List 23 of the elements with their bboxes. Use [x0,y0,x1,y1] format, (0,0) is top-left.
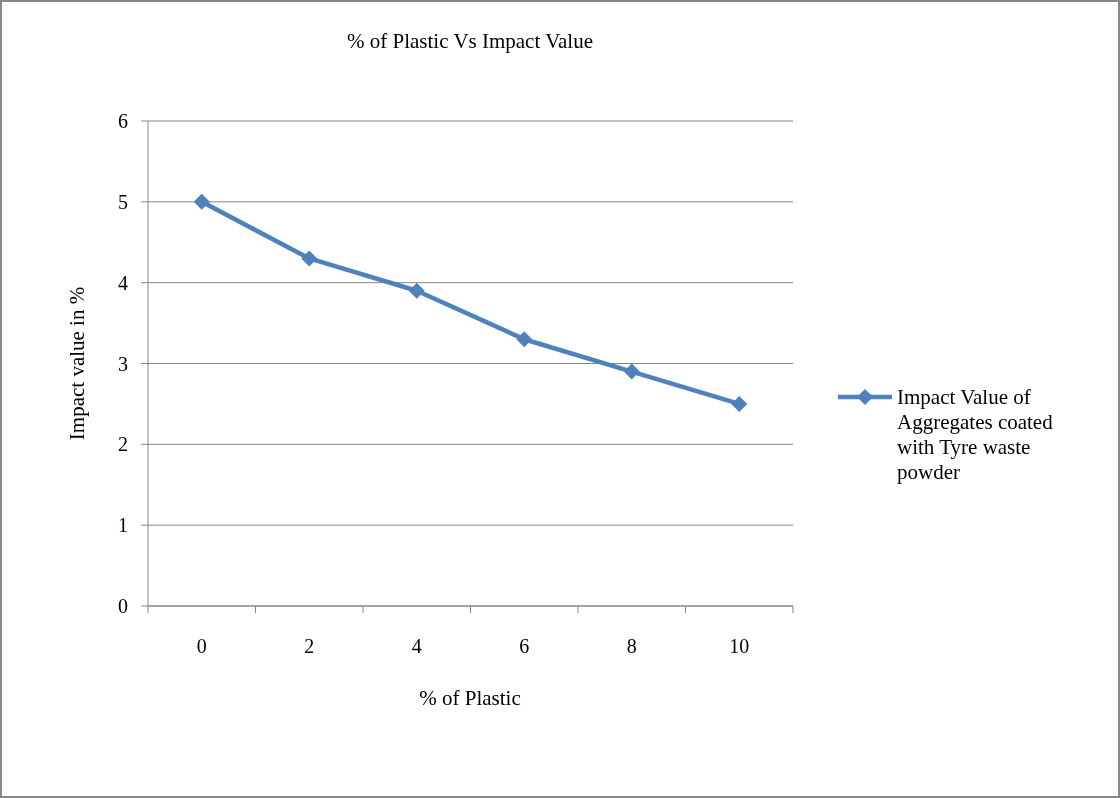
x-tick-label: 8 [626,635,637,657]
y-tick-label: 0 [118,595,128,617]
point [623,363,640,380]
y-tick-label: 2 [118,433,128,456]
point [408,282,425,299]
x-tick-label: 2 [304,635,315,657]
y-tick-label: 6 [118,110,128,132]
legend-label: Impact Value of Aggregates coated with Tyre waste powder [897,385,1054,485]
chart-title: % of Plastic Vs Impact Value [347,29,593,53]
y-tick-label: 4 [118,271,128,294]
x-tick-label: 10 [729,635,750,657]
x-tick-label: 0 [196,635,207,657]
point [301,250,318,267]
y-axis-title: Impact value in % [65,286,89,441]
y-tick-label: 1 [118,514,128,537]
y-tick-label: 5 [118,190,128,213]
point [516,331,533,348]
x-axis-title: % of Plastic [419,686,521,710]
x-tick-label: 4 [411,635,422,657]
point [193,193,210,210]
y-tick-label: 3 [118,352,128,375]
point [731,395,748,412]
x-tick-label: 6 [519,635,530,657]
